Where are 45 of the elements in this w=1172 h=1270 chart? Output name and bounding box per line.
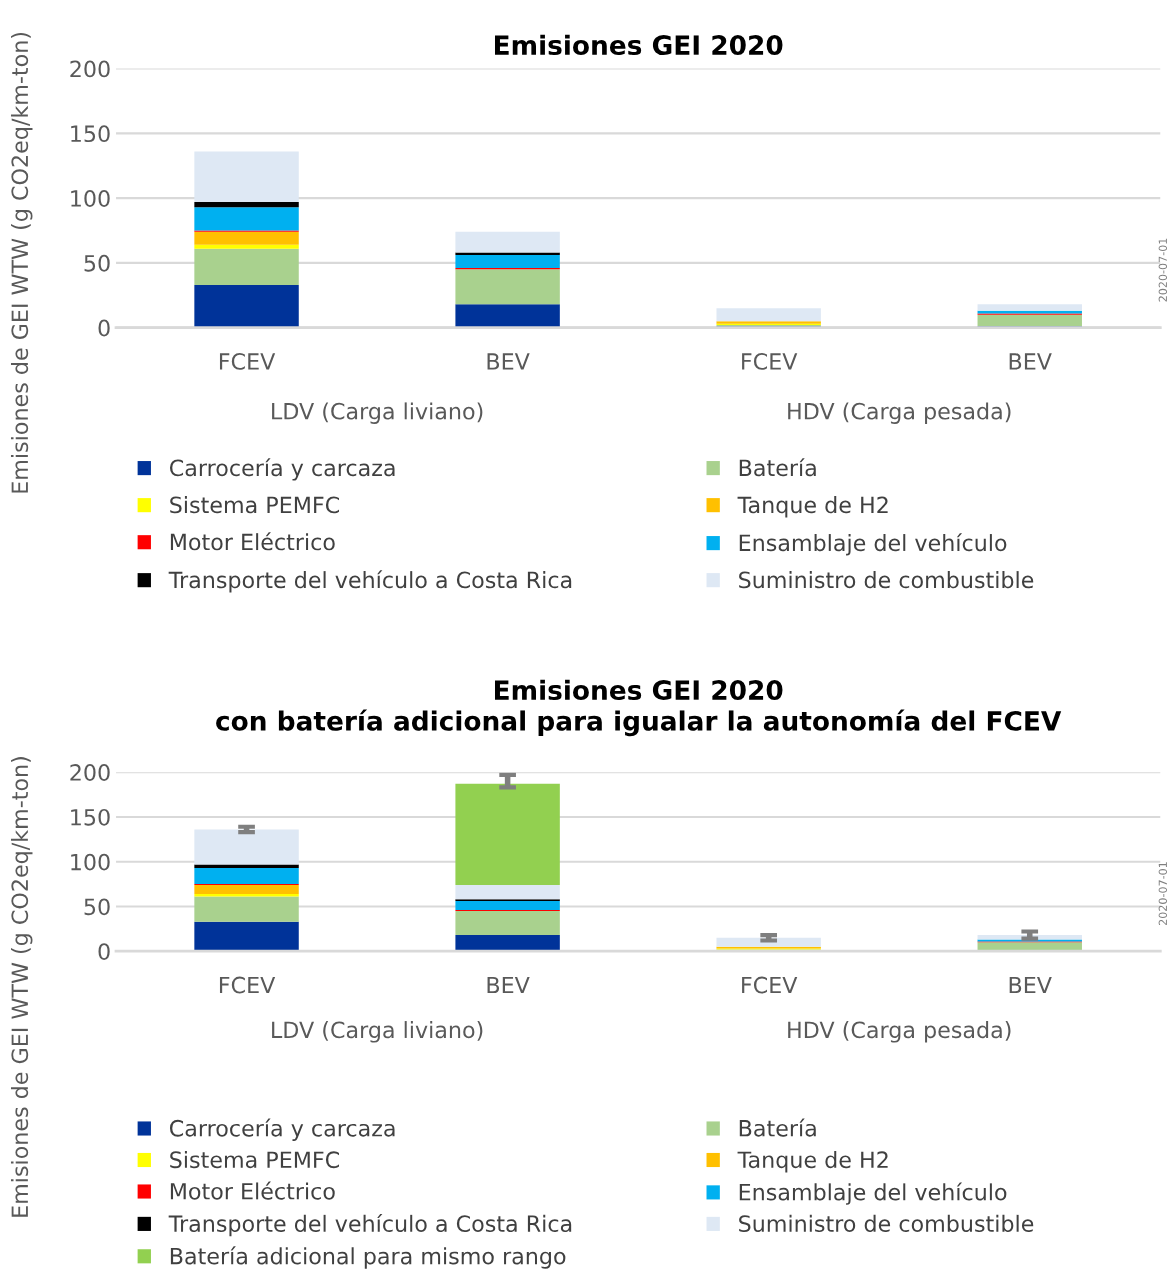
annotation: 2020-07-01 bbox=[1158, 238, 1168, 302]
text: LDV (Carga liviano) bbox=[272, 402, 483, 424]
chart-title: Emisiones GEI 2020 bbox=[495, 34, 783, 56]
legend-label: Batería bbox=[739, 458, 816, 477]
legend-label: Sistema PEMFC bbox=[170, 496, 340, 514]
legend-label: Motor Eléctrico bbox=[170, 532, 335, 551]
y-axis-title: Emisiones de GEI WTW (g CO2eq/km-ton) bbox=[10, 32, 33, 493]
y-tick-label: 50 bbox=[84, 254, 110, 272]
legend-label: Suministro de combustible bbox=[739, 1214, 1034, 1233]
x-tick-label: BEV bbox=[487, 353, 530, 370]
y-tick-label: 100 bbox=[71, 190, 110, 207]
x-tick-label: FCEV bbox=[742, 976, 798, 994]
legend-label: Sistema PEMFC bbox=[170, 1150, 340, 1169]
y-tick-label: 0 bbox=[98, 319, 110, 337]
x-tick-label: BEV bbox=[487, 976, 530, 994]
legend-label: Ensamblaje del vehículo bbox=[739, 533, 1007, 556]
legend-label: Tanque de H2 bbox=[737, 1150, 888, 1173]
y-tick-label: 150 bbox=[71, 125, 110, 143]
annotation: 2020-07-01 bbox=[1158, 862, 1168, 926]
x-tick-label: FCEV bbox=[219, 976, 276, 994]
y-axis-title: Emisiones de GEI WTW (g CO2eq/km-ton) bbox=[10, 757, 33, 1217]
y-tick-label: 50 bbox=[84, 898, 110, 916]
legend-label: Carrocería y carcaza bbox=[169, 1118, 395, 1141]
text: LDV (Carga liviano) bbox=[272, 1021, 483, 1043]
legend-label: Batería adicional para mismo rango bbox=[170, 1246, 566, 1269]
legend-label: Ensamblaje del vehículo bbox=[739, 1182, 1007, 1205]
chart-title: Emisiones GEI 2020 con batería adicional para igualar la autonomía del FCEV bbox=[216, 679, 1062, 737]
legend-label: Batería bbox=[739, 1118, 816, 1137]
text: HDV (Carga pesada) bbox=[788, 1021, 1011, 1043]
legend-label: Transporte del vehículo a Costa Rica bbox=[168, 570, 572, 593]
x-tick-label: BEV bbox=[1009, 976, 1052, 994]
y-tick-label: 100 bbox=[71, 853, 110, 871]
x-tick-label: FCEV bbox=[219, 353, 276, 370]
legend-label: Carrocería y carcaza bbox=[169, 458, 395, 481]
x-tick-label: BEV bbox=[1009, 353, 1052, 370]
legend-label: Transporte del vehículo a Costa Rica bbox=[168, 1213, 572, 1237]
text: HDV (Carga pesada) bbox=[788, 402, 1011, 424]
legend-label: Suministro de combustible bbox=[739, 571, 1034, 589]
x-tick-label: FCEV bbox=[742, 353, 798, 370]
legend-label: Tanque de H2 bbox=[737, 496, 888, 518]
y-tick-label: 0 bbox=[98, 943, 110, 960]
y-tick-label: 200 bbox=[70, 764, 110, 781]
y-tick-label: 200 bbox=[70, 60, 110, 78]
y-tick-label: 150 bbox=[71, 808, 110, 826]
legend-label: Motor Eléctrico bbox=[170, 1181, 335, 1200]
